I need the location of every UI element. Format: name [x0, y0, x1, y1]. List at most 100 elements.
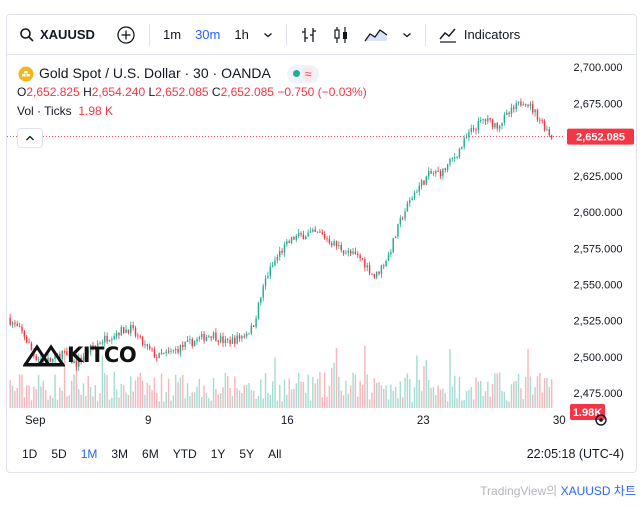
- candle-body: [309, 231, 312, 233]
- volume-bar: [92, 396, 94, 408]
- settings-gear[interactable]: [595, 414, 607, 426]
- price-tick-label: 2,500.000: [574, 352, 623, 364]
- volume-bar: [226, 376, 229, 408]
- range-5y[interactable]: 5Y: [239, 447, 255, 461]
- candle-body: [28, 342, 30, 344]
- time-tick-label: 23: [417, 415, 430, 427]
- market-status-pill[interactable]: ≈: [286, 64, 320, 83]
- volume-bar: [387, 399, 390, 408]
- volume-bar: [153, 377, 156, 408]
- volume-bar: [378, 382, 380, 408]
- range-ytd[interactable]: YTD: [172, 447, 197, 461]
- volume-bar: [156, 392, 158, 408]
- bar-style-button[interactable]: [293, 22, 325, 48]
- range-6m[interactable]: 6M: [142, 447, 159, 461]
- volume-bar: [416, 355, 418, 408]
- candle-body: [89, 345, 92, 353]
- candle-body: [300, 233, 302, 235]
- candle-body: [200, 334, 203, 338]
- volume-bars: [9, 345, 553, 408]
- range-bar: 1D 5D 1M 3M 6M YTD 1Y 5Y All 22:05:18 (UTC-4): [7, 435, 636, 473]
- candle-body: [9, 317, 11, 325]
- volume-bar: [243, 384, 245, 408]
- candle-body: [134, 327, 137, 336]
- symbol-search[interactable]: XAUUSD: [7, 27, 109, 43]
- range-5d[interactable]: 5D: [51, 447, 67, 461]
- attribution[interactable]: TradingView의 XAUUSD 차트: [480, 482, 636, 499]
- range-1m[interactable]: 1M: [80, 447, 98, 461]
- chart-type-dropdown[interactable]: [395, 26, 419, 44]
- candle-body: [437, 171, 439, 172]
- candle-body: [172, 350, 175, 352]
- candle-body: [397, 224, 399, 237]
- collapse-legend-button[interactable]: [17, 128, 43, 148]
- candle-body: [267, 275, 269, 279]
- volume-bar: [316, 378, 319, 408]
- range-1d[interactable]: 1D: [22, 447, 38, 461]
- candle-body: [238, 335, 241, 339]
- candle-body: [342, 250, 345, 254]
- time-axis[interactable]: Sep 9 16 23 30: [25, 415, 566, 427]
- interval-dropdown[interactable]: [256, 26, 280, 44]
- candle-body: [451, 158, 454, 160]
- volume-bar: [423, 366, 425, 408]
- volume-bar: [85, 396, 87, 408]
- volume-bar: [177, 382, 179, 408]
- candle-body: [153, 349, 156, 358]
- interval-1m-label: 1m: [163, 27, 182, 42]
- ohlc-row: O2,652.825 H2,654.240 L2,652.085 C2,652.…: [17, 83, 367, 102]
- chart-pane[interactable]: 2,700.0002,675.0002,650.0002,625.0002,60…: [7, 56, 638, 435]
- candle-body: [139, 336, 141, 338]
- compare-button[interactable]: [109, 21, 143, 49]
- candle-body: [529, 103, 532, 107]
- clock[interactable]: 22:05:18 (UTC-4): [526, 447, 624, 461]
- candle-body: [439, 171, 442, 177]
- legend-title: Gold Spot / U.S. Dollar · 30 · OANDA: [39, 65, 271, 81]
- attribution-link[interactable]: XAUUSD 차트: [560, 484, 636, 498]
- candle-body: [113, 336, 115, 340]
- price-tick-label: 2,475.000: [574, 388, 623, 400]
- volume-bar: [40, 386, 42, 408]
- volume-bar: [234, 376, 236, 408]
- candle-body: [245, 333, 248, 337]
- indicators-icon: [439, 28, 456, 43]
- candle-body: [226, 339, 229, 341]
- volume-bar: [347, 393, 350, 408]
- interval-1h-label: 1h: [234, 27, 249, 42]
- candle-body: [520, 101, 522, 106]
- candle-body: [158, 352, 160, 358]
- candle-body: [349, 250, 352, 254]
- volume-bar: [191, 392, 193, 408]
- candle-body: [125, 329, 127, 333]
- volume-bar: [458, 376, 461, 408]
- price-axis[interactable]: 2,700.0002,675.0002,650.0002,625.0002,60…: [574, 62, 623, 400]
- candle-body: [290, 237, 293, 244]
- interval-1m[interactable]: 1m: [156, 23, 188, 46]
- volume-bar: [14, 390, 16, 408]
- time-tick-label: 30: [553, 415, 566, 427]
- close-label: C: [211, 85, 221, 99]
- candle-body: [432, 173, 435, 175]
- area-style-button[interactable]: [357, 22, 395, 48]
- indicators-button[interactable]: Indicators: [432, 26, 520, 44]
- price-chart[interactable]: 2,700.0002,675.0002,650.0002,625.0002,60…: [7, 56, 638, 435]
- candle-body: [85, 351, 87, 357]
- candle-body: [174, 349, 177, 351]
- volume-bar: [368, 399, 371, 408]
- volume-bar: [61, 390, 63, 408]
- candle-body: [371, 273, 373, 275]
- volume-bar: [375, 382, 378, 408]
- candle-body: [250, 325, 253, 334]
- volume-bar: [56, 399, 59, 408]
- volume-bar: [482, 395, 484, 408]
- volume-bar: [307, 374, 309, 408]
- interval-1h[interactable]: 1h: [227, 23, 255, 46]
- volume-bar: [475, 377, 477, 408]
- range-1y[interactable]: 1Y: [210, 447, 226, 461]
- candle-style-button[interactable]: [325, 22, 357, 48]
- range-all[interactable]: All: [268, 447, 282, 461]
- interval-30m[interactable]: 30m: [188, 23, 227, 46]
- range-3m[interactable]: 3M: [111, 447, 129, 461]
- bars-icon: [301, 27, 316, 42]
- volume-bar: [208, 398, 210, 408]
